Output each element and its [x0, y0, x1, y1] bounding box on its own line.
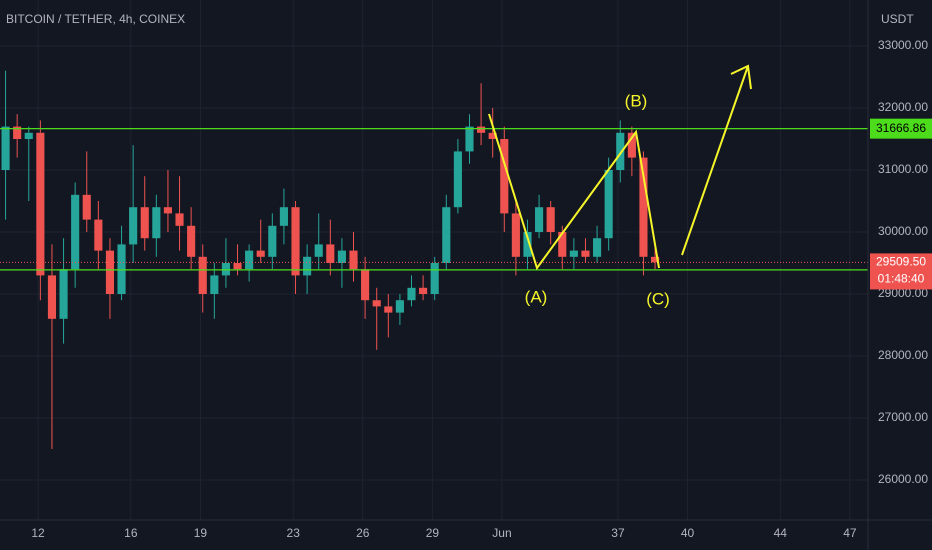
candle-body [291, 207, 300, 276]
candle-body [407, 287, 416, 301]
x-tick-label: 26 [356, 526, 370, 540]
candle-body [314, 244, 323, 257]
candle-body [117, 244, 126, 295]
annotation: (C) [646, 289, 670, 308]
candle-body [627, 132, 636, 158]
candle-body [511, 213, 520, 257]
x-tick-label: 23 [287, 526, 301, 540]
candle-body [175, 213, 184, 226]
candle-body [245, 250, 254, 270]
candle-body [210, 275, 219, 295]
x-tick-label: 40 [681, 526, 695, 540]
candle-body [465, 126, 474, 152]
candle-body [279, 207, 288, 226]
y-tick-label: 33000.00 [878, 38, 928, 52]
candle-body [372, 300, 381, 307]
x-tick-label: Jun [492, 526, 511, 540]
x-tick-label: 16 [124, 526, 138, 540]
arrow-head [730, 64, 752, 90]
candle-body [187, 225, 196, 257]
candle-body [419, 287, 428, 295]
candle-body [500, 139, 509, 214]
candle-body [558, 232, 567, 257]
candle-body [1, 126, 10, 171]
y-tick-label: 26000.00 [878, 472, 928, 486]
candle-body [13, 126, 22, 140]
candle-body [453, 151, 462, 208]
x-tick-label: 44 [774, 526, 788, 540]
level-label-bg [870, 118, 932, 139]
candle-body [256, 250, 265, 257]
x-tick-label: 19 [194, 526, 208, 540]
y-tick-label: 28000.00 [878, 348, 928, 362]
candle-body [639, 157, 648, 257]
x-tick-label: 12 [31, 526, 45, 540]
y-tick-label: 31000.00 [878, 162, 928, 176]
chart-title: BITCOIN / TETHER, 4h, COINEX [6, 12, 185, 26]
candle-body [535, 207, 544, 233]
candle-body [442, 207, 451, 264]
candle-body [152, 207, 161, 239]
x-tick-label: 47 [843, 526, 857, 540]
candle-body [430, 263, 439, 295]
candle-body [593, 238, 602, 257]
candle-body [94, 219, 103, 251]
candle-body [361, 269, 370, 301]
level-label: 31666.86 [876, 121, 926, 135]
candle-body [523, 232, 532, 257]
candle-body [36, 132, 45, 276]
y-tick-label: 27000.00 [878, 410, 928, 424]
candle-body [581, 250, 590, 257]
candle-body [616, 132, 625, 171]
arrow-drawing [681, 65, 749, 256]
candle-body [71, 194, 80, 270]
x-tick-label: 29 [426, 526, 440, 540]
candle-body [337, 250, 346, 264]
y-tick-label: 29000.00 [878, 286, 928, 300]
candle-body [221, 263, 230, 276]
candle-body [488, 132, 497, 140]
candle-body [349, 250, 358, 270]
candle-body [546, 207, 555, 233]
countdown: 01:48:40 [878, 272, 925, 286]
candle-body [651, 256, 660, 263]
candle-body [477, 126, 486, 133]
wave-drawing [488, 113, 660, 271]
y-tick-label: 32000.00 [878, 100, 928, 114]
last-price-bg [870, 253, 932, 290]
candle-body [268, 225, 277, 257]
candle-body [384, 306, 393, 313]
candle-body [129, 207, 138, 245]
candle-body [140, 207, 149, 239]
candle-body [198, 256, 207, 295]
annotation: (A) [525, 287, 548, 306]
candle-body [82, 194, 91, 220]
candle-body [59, 269, 68, 319]
x-tick-label: 37 [611, 526, 625, 540]
candle-body [233, 263, 242, 270]
candle-body [395, 300, 404, 313]
candle-body [105, 250, 115, 295]
candle-body [24, 132, 33, 140]
y-axis-label: USDT [881, 12, 914, 26]
candle-body [604, 170, 613, 239]
y-tick-label: 30000.00 [878, 224, 928, 238]
candle-body [569, 250, 578, 257]
candle-body [47, 275, 57, 319]
candle-body [163, 207, 172, 214]
candle-body [326, 244, 335, 264]
annotation: (B) [625, 91, 648, 110]
candle-body [303, 256, 312, 276]
last-price-label: 29509.50 [876, 255, 926, 269]
